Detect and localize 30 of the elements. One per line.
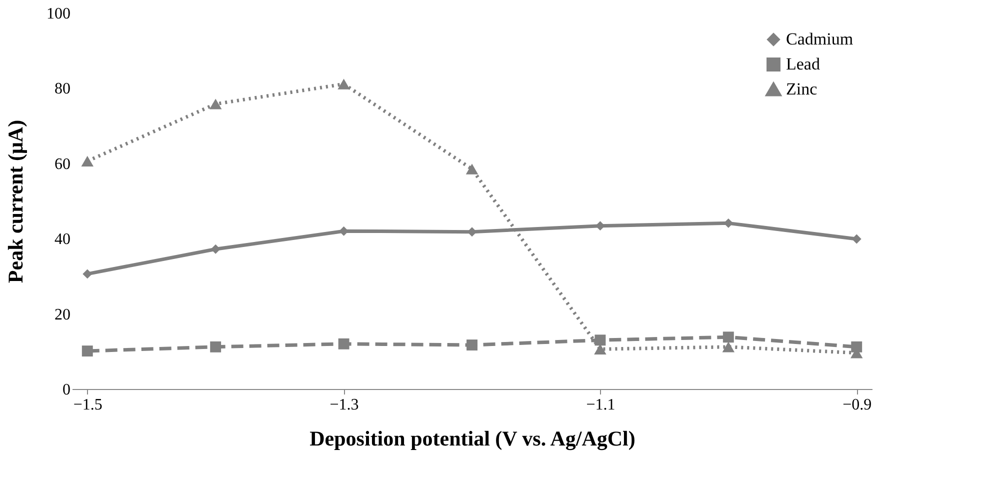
x-tick-label: −1.3 <box>330 396 359 414</box>
point <box>210 244 220 254</box>
x-tick-label: −1.5 <box>73 396 102 414</box>
y-axis-title: Peak current (μA) <box>4 120 28 284</box>
legend-label: Zinc <box>786 80 818 98</box>
point <box>466 340 478 350</box>
y-tick-label: 0 <box>62 382 70 398</box>
point <box>210 341 222 352</box>
point <box>722 342 735 352</box>
x-axis-title: Deposition potential (V vs. Ag/AgCl) <box>310 426 636 450</box>
y-tick-label: 80 <box>54 80 70 98</box>
y-tick-label: 40 <box>54 231 70 248</box>
point <box>594 334 606 346</box>
x-tick-label: −0.9 <box>842 396 872 414</box>
point <box>338 78 350 90</box>
point <box>466 164 478 174</box>
y-tick-label: 20 <box>54 306 70 324</box>
legend-label: Lead <box>786 54 820 74</box>
x-tick-label: −1.1 <box>586 396 616 414</box>
point <box>724 218 734 228</box>
point <box>338 338 350 350</box>
y-tick-label: 60 <box>54 156 70 173</box>
point <box>722 332 734 343</box>
point <box>82 346 93 356</box>
y-tick-label: 100 <box>46 6 70 22</box>
point <box>209 98 222 110</box>
legend-label: Cadmium <box>786 30 854 48</box>
point <box>82 269 92 279</box>
point <box>852 234 862 244</box>
point <box>81 156 94 166</box>
